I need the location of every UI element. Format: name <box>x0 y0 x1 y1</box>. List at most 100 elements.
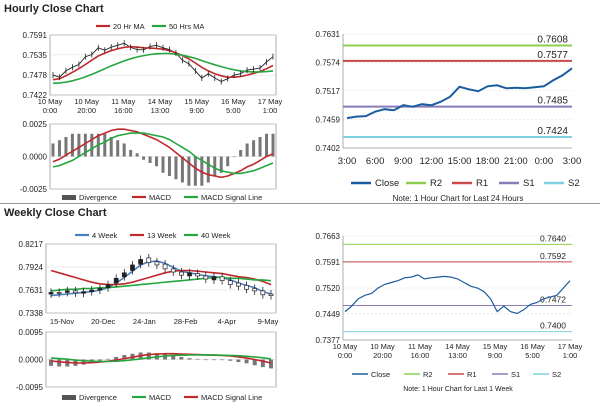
weekly-price-y-tick: 0.7924 <box>19 263 44 272</box>
weekly-candle-body <box>236 282 241 287</box>
weekly-candle-body <box>130 264 135 271</box>
weekly-price-series-line <box>50 260 272 297</box>
weekly-candle-body <box>154 261 160 266</box>
weekly-candle-body <box>73 290 78 294</box>
weekly-candle-body <box>260 290 266 296</box>
hourly-macd-divergence-bar <box>258 137 262 157</box>
hourly-macd-divergence-bar <box>232 156 236 158</box>
hourly-macd-divergence-bar <box>245 143 249 157</box>
weekly-candle-body <box>252 288 258 292</box>
weekly-macd-legend-label: MACD Signal Line <box>201 393 262 402</box>
weekly-levels-x-tick: 11 May <box>408 342 432 351</box>
weekly-price-y-tick: 0.8217 <box>19 240 44 249</box>
hourly-levels-close-line <box>346 67 573 120</box>
hourly-price-y-tick: 0.7535 <box>23 51 48 60</box>
weekly-price-legend-label: 4 Week <box>92 231 118 240</box>
hourly-macd-divergence-bar <box>70 133 74 157</box>
hourly-macd-divergence-bar <box>180 156 184 183</box>
hourly-macd-divergence-bar <box>83 133 87 157</box>
hourly-macd-divergence-bar <box>213 156 217 176</box>
hourly-price-x-tick: 10 May <box>38 97 63 106</box>
weekly-candle-body <box>146 257 152 263</box>
weekly-signal-line <box>50 354 272 363</box>
weekly-level-r1-label: 0.7592 <box>540 251 566 261</box>
weekly-candle-body <box>138 259 143 265</box>
weekly-macd-divergence-bar <box>49 359 53 366</box>
hourly-macd-divergence-bar <box>122 143 126 157</box>
hourly-price-x-tick: 16:00 <box>114 106 133 115</box>
hourly-levels-y-tick: 0.7459 <box>316 116 341 125</box>
hourly-macd-divergence-bar <box>167 156 171 176</box>
weekly-levels-x-tick: 16:00 <box>411 351 430 360</box>
weekly-macd-divergence-bar <box>228 359 233 361</box>
hourly-price-x-tick: 16 May <box>221 97 246 106</box>
weekly-macd-divergence-bar <box>211 359 216 361</box>
weekly-macd-divergence-bar <box>252 359 257 366</box>
hourly-levels-note: Note: 1 Hour Chart for Last 24 Hours <box>393 194 524 203</box>
hourly-level-s2-label: 0.7424 <box>537 126 568 137</box>
hourly-macd-legend-label: MACD Signal Line <box>201 193 262 202</box>
weekly-price-legend-label: 13 Week <box>147 231 177 240</box>
hourly-macd-divergence-bar <box>200 156 204 186</box>
hourly-levels-x-tick: 12:00 <box>419 156 443 167</box>
weekly-macd-y-tick: 0.0095 <box>19 328 44 337</box>
hourly-macd-divergence-bar <box>77 133 81 157</box>
hourly-macd-divergence-bar <box>252 140 256 157</box>
hourly-macd-divergence-bar <box>90 133 94 157</box>
weekly-price-series-line <box>50 276 272 292</box>
hourly-macd-divergence-bar <box>206 156 210 183</box>
weekly-macd-divergence-bar <box>203 359 208 361</box>
weekly-levels-y-tick: 0.7591 <box>316 258 341 267</box>
hourly-macd-divergence-bar <box>265 133 269 157</box>
hourly-macd-y-tick: 0.0025 <box>23 120 48 129</box>
weekly-price-legend-label: 40 Week <box>201 231 231 240</box>
hourly-macd-y-tick: -0.0025 <box>20 185 48 194</box>
hourly-macd-divergence-bar <box>271 133 275 157</box>
hourly-price-x-tick: 13:00 <box>151 106 170 115</box>
hourly-macd-divergence-bar <box>142 156 146 160</box>
weekly-candle-body <box>105 284 111 289</box>
hourly-macd-divergence-bar <box>51 143 55 157</box>
weekly-price-y-tick: 0.7338 <box>19 309 44 318</box>
hourly-macd-divergence-bar <box>219 156 223 173</box>
hourly-signal-line <box>52 132 274 175</box>
hourly-price-x-tick: 0:00 <box>43 106 58 115</box>
hourly-level-r2-label: 0.7608 <box>537 34 568 45</box>
hourly-macd-divergence-bar <box>129 150 133 157</box>
weekly-levels-x-tick: 20:00 <box>373 351 392 360</box>
weekly-level-s1-label: 0.7472 <box>540 294 566 304</box>
weekly-candle-body <box>97 288 103 291</box>
weekly-candle-body <box>244 285 249 290</box>
hourly-price-series-line <box>52 45 274 81</box>
weekly-macd-divergence-bar <box>114 356 119 360</box>
hourly-macd-divergence-bar <box>103 133 107 157</box>
weekly-levels-x-tick: 1:00 <box>563 351 578 360</box>
hourly-macd-divergence-bar <box>226 156 230 167</box>
weekly-macd-y-tick: -0.0095 <box>16 383 44 392</box>
hourly-levels-y-tick: 0.7402 <box>316 144 341 153</box>
hourly-price-x-tick: 17 May <box>258 97 283 106</box>
hourly-price-series-line <box>52 52 274 85</box>
hourly-price-x-tick: 15 May <box>184 97 209 106</box>
hourly-macd-divergence-bar <box>161 156 165 173</box>
hourly-levels-y-tick: 0.7631 <box>316 30 341 39</box>
hourly-macd-legend-label: MACD <box>149 193 172 202</box>
weekly-macd-divergence-bar <box>260 359 265 368</box>
hourly-price-legend-label: 50 Hrs MA <box>169 22 204 31</box>
hourly-levels-x-tick: 15:00 <box>448 156 472 167</box>
weekly-levels-x-tick: 17 May <box>558 342 583 351</box>
hourly-price-x-tick: 11 May <box>111 97 135 106</box>
weekly-levels-legend-label: S1 <box>511 370 520 379</box>
hourly-levels-x-tick: 3:00 <box>563 156 582 167</box>
weekly-macd-divergence-bar <box>171 355 176 360</box>
hourly-macd-divergence-bar <box>174 156 178 180</box>
hourly-macd-divergence-bar <box>57 140 61 157</box>
weekly-macd-legend-label: Divergence <box>79 393 117 402</box>
weekly-levels-x-tick: 13:00 <box>448 351 467 360</box>
hourly-price-x-tick: 20:00 <box>77 106 96 115</box>
weekly-levels-x-tick: 0:00 <box>338 351 353 360</box>
hourly-price-x-tick: 5:00 <box>226 106 241 115</box>
hourly-levels-y-tick: 0.7517 <box>316 87 341 96</box>
weekly-price-x-tick: 28-Feb <box>174 317 198 326</box>
